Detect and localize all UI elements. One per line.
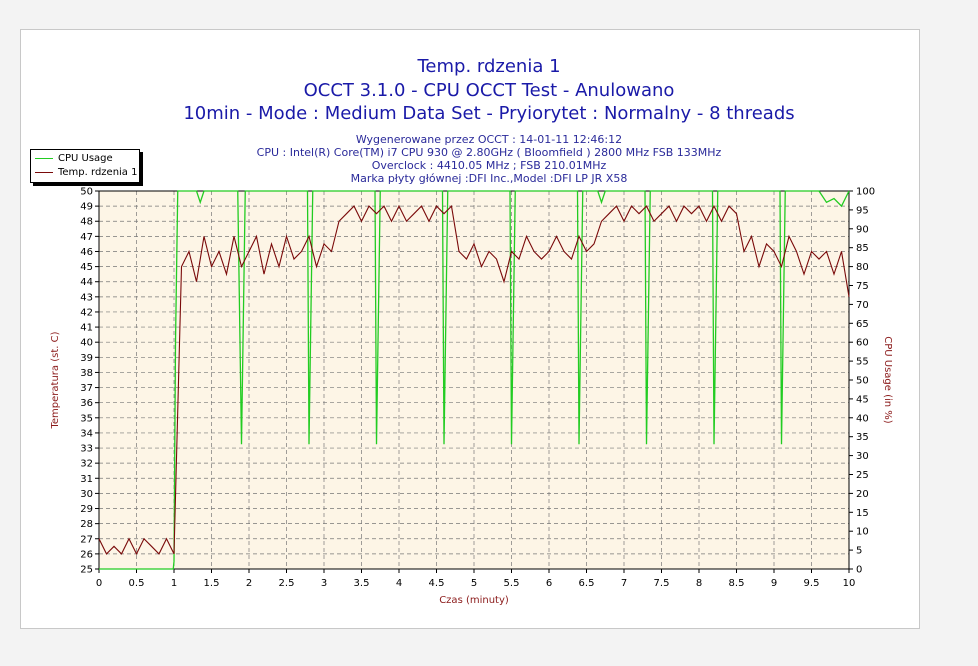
y-tick-label: 48 [80,217,93,228]
x-tick-label: 10 [843,578,856,589]
y2-tick-label: 95 [856,205,869,216]
y2-tick-label: 60 [856,338,869,349]
x-tick-label: 0 [96,578,102,589]
y2-tick-label: 5 [856,546,862,557]
y2-tick-label: 15 [856,508,869,519]
y2-tick-label: 45 [856,394,869,405]
y-tick-label: 42 [80,307,93,318]
legend-label-cpu: CPU Usage [58,153,113,164]
x-tick-label: 7.5 [654,578,670,589]
y-tick-label: 33 [80,444,93,455]
x-tick-label: 9 [771,578,777,589]
y2-tick-label: 55 [856,357,869,368]
y-tick-label: 31 [80,474,93,485]
y-tick-label: 30 [80,489,93,500]
x-axis-label: Czas (minuty) [439,595,509,606]
y-tick-label: 49 [80,202,93,213]
subtitle-motherboard: Marka płyty głównej :DFI Inc.,Model :DFI… [350,172,628,185]
legend-swatch-temp [35,172,53,173]
x-tick-label: 4 [396,578,402,589]
subtitle-cpu: CPU : Intel(R) Core(TM) i7 CPU 930 @ 2.8… [256,146,722,159]
y-tick-label: 25 [80,565,93,576]
y2-tick-label: 30 [856,451,869,462]
x-tick-label: 3.5 [354,578,370,589]
y2-tick-label: 80 [856,262,869,273]
x-tick-label: 7 [621,578,627,589]
y2-tick-label: 75 [856,281,869,292]
y-tick-label: 34 [80,428,93,439]
x-tick-label: 2.5 [279,578,295,589]
x-tick-label: 6 [546,578,552,589]
y2-tick-label: 50 [856,376,869,387]
legend-label-temp: Temp. rdzenia 1 [58,167,138,178]
x-tick-label: 3 [321,578,327,589]
x-tick-label: 5 [471,578,477,589]
y-tick-label: 47 [80,232,93,243]
legend-item-temp: Temp. rdzenia 1 [35,167,137,178]
x-tick-label: 8 [696,578,702,589]
y-tick-label: 28 [80,519,93,530]
y2-tick-label: 65 [856,319,869,330]
x-tick-label: 0.5 [129,578,145,589]
x-tick-label: 6.5 [579,578,595,589]
y-tick-label: 32 [80,459,93,470]
y2-tick-label: 10 [856,527,869,538]
y-tick-label: 26 [80,549,93,560]
y2-axis-label: CPU Usage (in %) [882,336,893,424]
y2-tick-label: 85 [856,243,869,254]
x-tick-label: 1.5 [204,578,220,589]
y-tick-label: 29 [80,504,93,515]
y2-tick-label: 70 [856,300,869,311]
x-tick-label: 5.5 [504,578,520,589]
y2-tick-label: 25 [856,470,869,481]
y2-tick-label: 0 [856,565,862,576]
y-tick-label: 27 [80,534,93,545]
chart-title-1: Temp. rdzenia 1 [417,56,561,77]
y2-tick-label: 20 [856,489,869,500]
temperature-line [98,204,850,556]
y2-tick-label: 90 [856,224,869,235]
chart-title-2: OCCT 3.1.0 - CPU OCCT Test - Anulowano [303,80,675,101]
y-axis-label: Temperatura (st. C) [50,331,61,429]
y-tick-label: 50 [80,187,93,198]
x-tick-label: 2 [246,578,252,589]
y2-tick-label: 100 [856,187,875,198]
y2-tick-label: 35 [856,432,869,443]
y-tick-label: 39 [80,353,93,364]
x-tick-label: 9.5 [804,578,820,589]
chart-title-3: 10min - Mode : Medium Data Set - Pryiory… [183,103,795,124]
y-tick-label: 44 [80,277,93,288]
y-tick-label: 37 [80,383,93,394]
y-tick-label: 36 [80,398,93,409]
y-tick-label: 41 [80,323,93,334]
y-tick-label: 46 [80,247,93,258]
legend-item-cpu: CPU Usage [35,153,113,164]
y-tick-label: 40 [80,338,93,349]
legend-swatch-cpu [35,158,53,159]
y-tick-label: 45 [80,262,93,273]
subtitle-overclock: Overclock : 4410.05 MHz ; FSB 210.01MHz [371,159,607,172]
subtitle-generated: Wygenerowane przez OCCT : 14-01-11 12:46… [355,133,623,146]
y-tick-label: 35 [80,413,93,424]
x-tick-label: 1 [171,578,177,589]
y-tick-label: 38 [80,368,93,379]
x-tick-label: 4.5 [429,578,445,589]
cpu-usage-line [99,190,850,570]
x-tick-label: 8.5 [729,578,745,589]
legend: CPU Usage Temp. rdzenia 1 [30,149,140,183]
y-tick-label: 43 [80,292,93,303]
y2-tick-label: 40 [856,413,869,424]
